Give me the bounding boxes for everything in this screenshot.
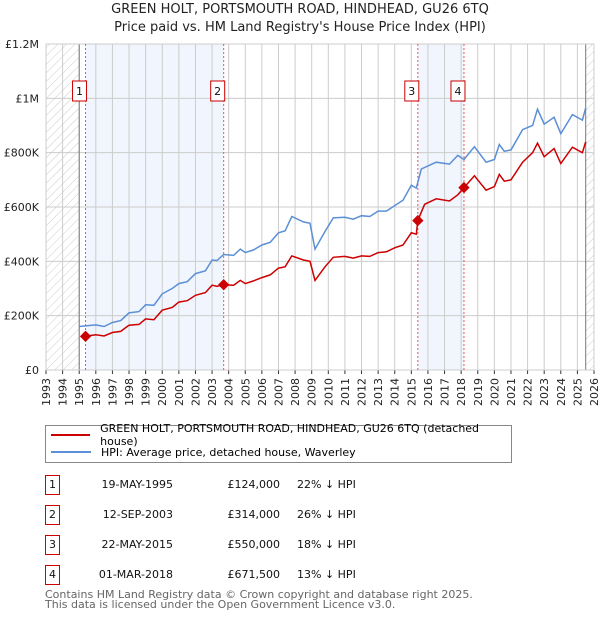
sale-price: £550,000 [227,538,281,551]
x-tick-label: 2018 [455,378,468,406]
sale-label-box [72,80,88,102]
sale-label: 1 [76,85,83,98]
sale-hpi-diff: 18% ↓ HPI [297,538,356,551]
sale-date: 22-MAY-2015 [101,538,173,551]
sale-number: 4 [45,565,60,585]
x-tick-label: 1998 [123,378,136,406]
sale-price: £671,500 [227,568,281,581]
legend-label: GREEN HOLT, PORTSMOUTH ROAD, HINDHEAD, G… [100,422,480,448]
y-tick-label: £600K [4,201,40,214]
sale-label: 3 [408,85,415,98]
x-tick-label: 2012 [356,378,369,406]
sale-hpi-diff: 26% ↓ HPI [297,508,356,521]
sale-label-box [210,80,226,102]
x-tick-label: 2013 [372,378,385,406]
price-paid-line [85,141,587,338]
footer-line: This data is licensed under the Open Gov… [45,598,396,611]
footer: Contains HM Land Registry data © Crown c… [45,588,473,611]
x-tick-label: 2024 [555,378,568,406]
x-tick-label: 2002 [189,378,202,406]
x-tick-label: 1997 [106,378,119,406]
x-tick-label: 1993 [40,378,53,406]
x-tick-label: 2005 [239,378,252,406]
sale-number: 3 [45,535,60,555]
x-tick-label: 2014 [389,378,402,406]
x-tick-label: 2007 [272,378,285,406]
x-tick-label: 2016 [422,378,435,406]
sale-hpi-diff: 22% ↓ HPI [297,478,356,491]
x-tick-label: 2015 [405,378,418,406]
x-tick-label: 2017 [439,378,452,406]
sale-point [218,279,230,291]
sale-label-box [404,80,420,102]
x-tick-label: 2023 [538,378,551,406]
sale-number: 2 [45,505,60,525]
legend-swatch-blue [51,451,91,453]
x-tick-label: 2008 [289,378,302,406]
chart-subtitle: Price paid vs. HM Land Registry's House … [114,20,486,35]
sale-point [412,214,424,227]
plot-area: 1993 1994 1995 1996 1997 1998 1999 2000 2001 2002… [4,38,600,406]
footer-line: Contains HM Land Registry data © Crown c… [45,588,473,601]
sale-number: 1 [45,475,60,495]
x-tick-label: 2026 [588,378,600,406]
x-tick-label: 2010 [322,378,335,406]
x-tick-label: 2003 [206,378,219,406]
x-tick-label: 2011 [339,378,352,406]
legend-swatch-red [51,434,91,436]
x-tick-label: 2009 [306,378,319,406]
x-tick-label: 1994 [57,378,70,406]
sale-price: £314,000 [227,508,281,521]
sale-date: 12-SEP-2003 [102,508,173,521]
legend-item-hpi: HPI: Average price, detached house, Wave… [51,444,356,460]
x-tick-label: 2000 [156,378,169,406]
legend-item-property: GREEN HOLT, PORTSMOUTH ROAD, HINDHEAD, G… [51,422,511,448]
plot-border [45,43,595,371]
legend: GREEN HOLT, PORTSMOUTH ROAD, HINDHEAD, G… [45,422,512,463]
y-tick-label: £0 [25,364,39,377]
sale-date: 19-MAY-1995 [101,478,173,491]
x-tick-label: 1995 [73,378,86,406]
hpi-line [79,107,587,328]
sale-date: 01-MAR-2018 [98,568,173,581]
sale-label: 2 [214,85,221,98]
sale-price: £124,000 [227,478,281,491]
sale-label-box [450,80,466,102]
y-tick-label: £800K [4,147,40,160]
x-tick-label: 2001 [173,378,186,406]
x-tick-label: 2020 [488,378,501,406]
y-tick-label: £1.2M [5,38,39,51]
x-tick-label: 2021 [505,378,518,406]
chart-title: GREEN HOLT, PORTSMOUTH ROAD, HINDHEAD, G… [111,2,489,17]
legend-label: HPI: Average price, detached house, Wave… [101,445,356,459]
x-tick-label: 2022 [522,378,535,406]
x-tick-label: 2006 [256,378,269,406]
x-tick-label: 1999 [140,378,153,406]
x-tick-label: 2004 [223,378,236,406]
x-tick-label: 2025 [571,378,584,406]
x-tick-label: 2019 [472,378,485,406]
x-tick-label: 1996 [90,378,103,406]
y-tick-label: £200K [4,310,40,323]
sale-label: 4 [454,85,461,98]
sale-hpi-diff: 13% ↓ HPI [297,568,356,581]
y-tick-label: £400K [4,255,40,268]
sale-point [458,181,470,194]
y-tick-label: £1M [16,92,40,105]
